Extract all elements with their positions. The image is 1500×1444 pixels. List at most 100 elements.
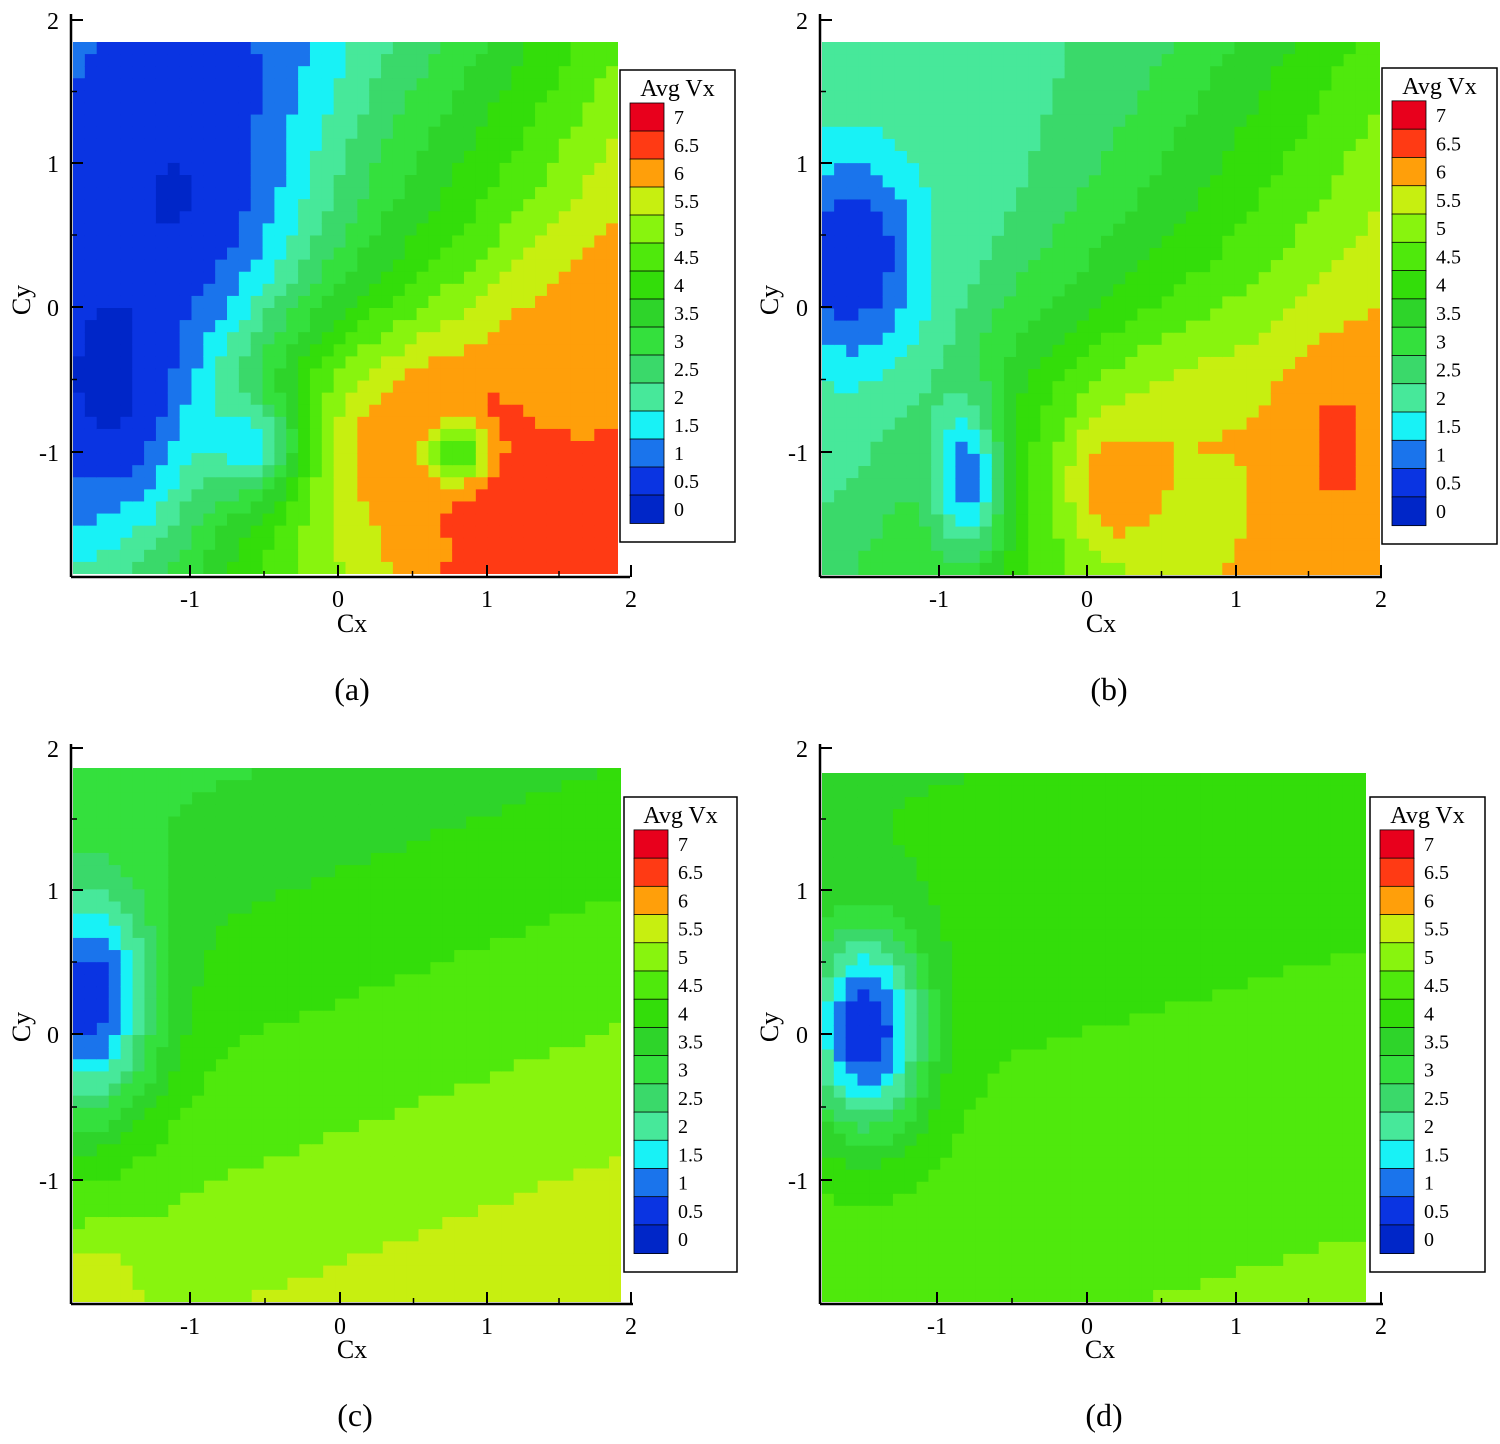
heatmap-cell — [1113, 296, 1126, 310]
heatmap-cell — [1064, 526, 1078, 540]
heatmap-cell — [428, 247, 441, 261]
x-tick-label: 0 — [332, 587, 344, 613]
heatmap-cell — [870, 514, 884, 528]
heatmap-cell — [1137, 550, 1151, 564]
heatmap-cell — [1052, 429, 1066, 443]
heatmap-cell — [357, 404, 370, 418]
heatmap-cell — [955, 102, 969, 116]
heatmap-cell — [487, 283, 501, 297]
heatmap-cell — [96, 42, 110, 55]
heatmap-cell — [168, 925, 181, 939]
heatmap-cell — [251, 1059, 265, 1073]
heatmap-cell — [1088, 247, 1102, 261]
heatmap-cell — [1331, 235, 1345, 249]
heatmap-cell — [475, 525, 489, 539]
heatmap-cell — [132, 877, 146, 890]
heatmap-cell — [191, 283, 204, 297]
heatmap-cell — [238, 428, 252, 442]
heatmap-cell — [858, 175, 872, 188]
heatmap-cell — [251, 1265, 265, 1279]
heatmap-cell — [238, 453, 252, 466]
heatmap-cell — [96, 1083, 110, 1097]
heatmap-cell — [931, 417, 944, 431]
heatmap-cell — [1307, 562, 1320, 575]
heatmap-cell — [96, 150, 110, 164]
heatmap-cell — [1149, 344, 1163, 358]
heatmap-cell — [1258, 175, 1272, 188]
heatmap-cell — [168, 962, 181, 975]
heatmap-cell — [156, 950, 169, 963]
heatmap-cell — [967, 344, 981, 358]
heatmap-cell — [274, 295, 287, 309]
heatmap-cell — [239, 913, 253, 927]
heatmap-cell — [943, 223, 957, 237]
heatmap-cell — [1113, 163, 1126, 176]
heatmap-cell — [523, 320, 536, 333]
heatmap-cell — [84, 126, 98, 140]
heatmap-cell — [321, 428, 335, 442]
heatmap-cell — [404, 356, 418, 370]
heatmap-cell — [1137, 187, 1151, 201]
heatmap-cell — [1028, 356, 1041, 370]
heatmap-cell — [416, 235, 430, 249]
heatmap-cell — [487, 416, 501, 430]
heatmap-cell — [463, 513, 477, 527]
heatmap-cell — [594, 283, 607, 297]
heatmap-cell — [404, 223, 418, 237]
heatmap-cell — [250, 477, 264, 490]
heatmap-cell — [287, 828, 300, 842]
heatmap-cell — [570, 235, 584, 249]
heatmap-cell — [870, 465, 884, 479]
heatmap-cell — [906, 126, 920, 140]
heatmap-cell — [309, 501, 323, 515]
heatmap-cell — [1331, 126, 1345, 140]
heatmap-cell — [943, 465, 957, 479]
heatmap-cell — [475, 162, 489, 176]
heatmap-cell — [227, 865, 241, 878]
heatmap-cell — [286, 211, 299, 224]
heatmap-cell — [286, 187, 299, 200]
heatmap-cell — [882, 308, 896, 322]
heatmap-cell — [263, 840, 277, 854]
heatmap-cell — [1258, 260, 1272, 273]
heatmap-cell — [1016, 54, 1029, 67]
heatmap-cell — [991, 320, 1005, 334]
heatmap-cell — [475, 283, 489, 297]
heatmap-cell — [144, 223, 157, 237]
heatmap-cell — [991, 344, 1005, 358]
heatmap-cell — [251, 962, 265, 975]
heatmap-cell — [822, 223, 835, 237]
heatmap-cell — [404, 187, 418, 200]
heatmap-cell — [262, 368, 276, 382]
heatmap-cell — [1052, 90, 1066, 104]
heatmap-cell — [1125, 538, 1138, 552]
heatmap-cell — [144, 175, 157, 188]
heatmap-cell — [1282, 223, 1296, 237]
heatmap-cell — [238, 501, 252, 515]
heatmap-cell — [73, 356, 86, 370]
heatmap-cell — [274, 187, 287, 200]
heatmap-cell — [1331, 163, 1345, 176]
heatmap-cell — [475, 537, 489, 551]
heatmap-cell — [894, 550, 908, 564]
heatmap-cell — [475, 295, 489, 309]
heatmap-cell — [919, 78, 932, 92]
heatmap-cell — [156, 1217, 169, 1230]
heatmap-cell — [440, 428, 453, 442]
heatmap-cell — [1161, 187, 1175, 201]
heatmap-cell — [499, 223, 512, 237]
heatmap-cell — [192, 877, 205, 890]
heatmap-cell — [1040, 102, 1054, 116]
heatmap-cell — [1101, 90, 1114, 104]
heatmap-cell — [1101, 369, 1114, 382]
heatmap-cell — [333, 90, 347, 104]
heatmap-cell — [404, 247, 418, 261]
heatmap-cell — [357, 513, 370, 527]
heatmap-cell — [369, 235, 382, 249]
heatmap-cell — [1367, 465, 1380, 479]
heatmap-cell — [1161, 308, 1175, 322]
heatmap-cell — [309, 513, 323, 527]
heatmap-cell — [298, 380, 311, 394]
heatmap-cell — [582, 525, 595, 539]
heatmap-cell — [250, 392, 264, 406]
